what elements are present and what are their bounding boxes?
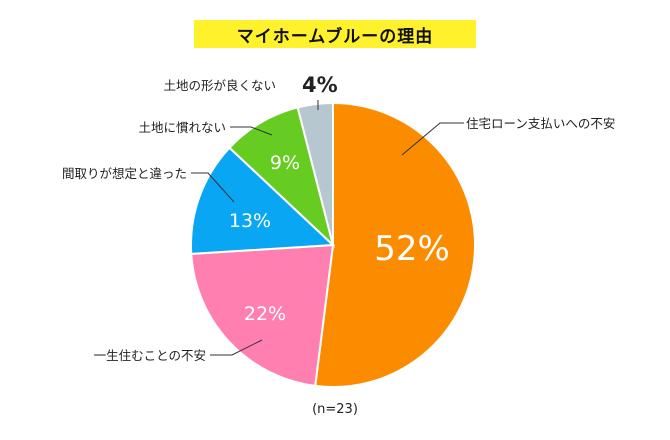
- slice-housing-loan: [314, 101, 476, 388]
- sample-size-note: (n=23): [312, 402, 358, 417]
- slice-unfamiliar: [228, 106, 335, 249]
- value-label-layout: 13%: [229, 210, 271, 232]
- label-land-shape: 土地の形が良くない: [163, 78, 276, 93]
- slice-land-shape: [296, 101, 334, 246]
- title-highlight: [194, 20, 476, 48]
- leader-line-layout: [191, 172, 235, 203]
- pie-slices: [190, 101, 476, 388]
- value-label-land-shape: 4%: [302, 73, 338, 97]
- label-unfamiliar: 土地に慣れない: [138, 120, 226, 135]
- leader-line-unfamiliar: [230, 126, 273, 136]
- slice-layout: [190, 146, 336, 255]
- value-label-unfamiliar: 9%: [270, 152, 300, 174]
- value-label-lifetime: 22%: [244, 303, 286, 325]
- leader-line-lifetime: [210, 339, 263, 356]
- value-label-housing-loan: 52%: [374, 229, 450, 269]
- slice-labels: 住宅ローン支払いへの不安 一生住むことの不安 間取りが想定と違った 土地に慣れな…: [62, 73, 615, 363]
- label-layout: 間取りが想定と違った: [62, 166, 187, 181]
- slice-lifetime: [190, 243, 335, 387]
- leader-line-housing-loan: [401, 122, 464, 156]
- chart-title: マイホームブルーの理由: [237, 26, 433, 47]
- label-lifetime: 一生住むことの不安: [94, 348, 206, 363]
- label-housing-loan: 住宅ローン支払いへの不安: [466, 116, 615, 131]
- slice-value-labels: 52% 22% 13% 9%: [229, 152, 450, 325]
